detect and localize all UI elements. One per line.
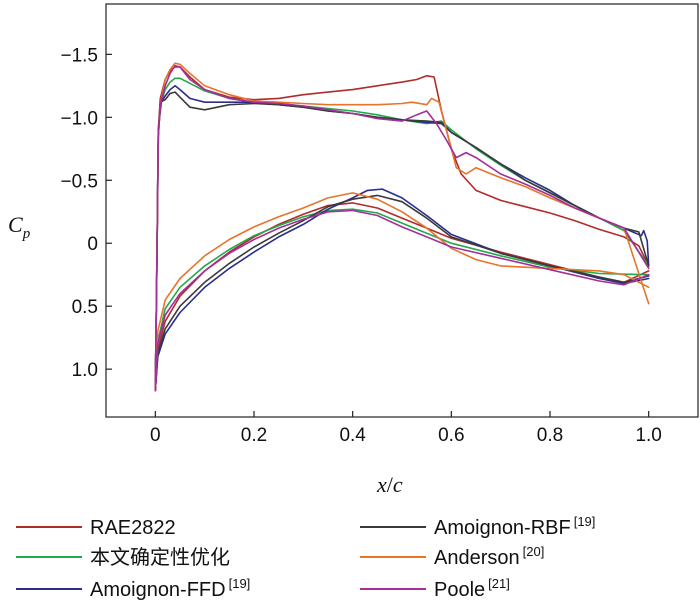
series-line-lower <box>154 188 650 392</box>
x-axis-title-var: x <box>376 472 387 497</box>
legend-item: 本文确定性优化 <box>16 546 230 569</box>
x-axis-title-slash: / <box>387 472 394 497</box>
series-line-lower <box>154 194 650 392</box>
legend-label-name: Anderson <box>434 547 520 569</box>
series-line-lower <box>154 208 650 392</box>
legend-label-name: Amoignon-FFD <box>90 579 226 601</box>
y-axis: −1.5 −1.0 −0.5 0 0.5 1.0 <box>60 45 112 381</box>
x-tick-label: 0.4 <box>339 425 366 446</box>
y-tick-label: −1.5 <box>60 45 98 66</box>
x-axis-title-den: c <box>393 472 403 497</box>
legend-label: Amoignon-FFD [19] <box>90 576 250 601</box>
series-line-upper <box>154 62 650 392</box>
series-line-upper <box>154 64 650 392</box>
legend-label: Poole [21] <box>434 576 510 601</box>
x-axis: 0 0.2 0.4 0.6 0.8 1.0 <box>150 411 662 446</box>
y-tick-label: −0.5 <box>60 171 98 192</box>
y-axis-title: Cp <box>8 212 31 242</box>
y-tick-label: −1.0 <box>60 108 98 129</box>
y-tick-label: 0.5 <box>72 297 98 318</box>
plot-frame-group <box>105 3 699 418</box>
y-axis-title-main: C <box>8 212 23 237</box>
legend-citation: [19] <box>574 514 596 529</box>
series-line-upper <box>154 91 650 392</box>
x-tick-label: 0.8 <box>537 425 563 446</box>
legend-label: Amoignon-RBF [19] <box>434 514 595 539</box>
x-tick-label: 0 <box>150 425 161 446</box>
legend-label-name: Amoignon-RBF <box>434 517 571 539</box>
plot-frame <box>105 3 699 418</box>
legend-label: Anderson [20] <box>434 544 544 569</box>
legend-label-name: 本文确定性优化 <box>90 546 230 569</box>
x-axis-title: x/c <box>376 472 403 497</box>
legend-item: RAE2822 <box>16 517 176 539</box>
y-tick-label: 0 <box>87 234 98 255</box>
series-line-upper <box>154 85 650 392</box>
series-line-upper <box>154 66 650 392</box>
legend-citation: [20] <box>523 544 545 559</box>
legend-citation: [21] <box>488 576 510 591</box>
legend-item: Amoignon-RBF [19] <box>360 514 595 539</box>
x-tick-label: 1.0 <box>635 425 661 446</box>
legend-label-name: RAE2822 <box>90 517 176 539</box>
x-tick-label: 0.6 <box>438 425 464 446</box>
legend-label-name: Poole <box>434 579 485 601</box>
series-line-lower <box>154 192 650 392</box>
legend-label: 本文确定性优化 <box>90 546 230 569</box>
legend-label: RAE2822 <box>90 517 176 539</box>
y-axis-title-subscript: p <box>22 226 31 242</box>
series-line-upper <box>154 77 650 392</box>
legend-citation: [19] <box>229 576 251 591</box>
series-line-lower <box>154 202 650 392</box>
legend-item: Amoignon-FFD [19] <box>16 576 250 601</box>
series-lines <box>154 62 650 392</box>
legend-item: Poole [21] <box>360 576 510 601</box>
x-tick-label: 0.2 <box>241 425 267 446</box>
series-line-lower <box>154 209 650 392</box>
legend-item: Anderson [20] <box>360 544 544 569</box>
y-tick-label: 1.0 <box>72 360 98 381</box>
